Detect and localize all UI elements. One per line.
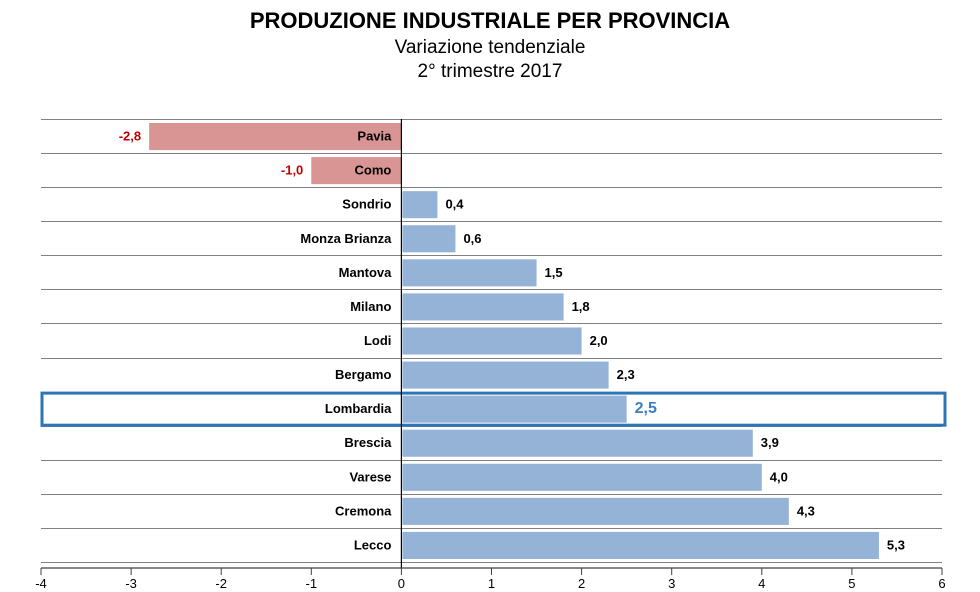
x-tick-label: 0 — [398, 576, 405, 591]
chart-title: PRODUZIONE INDUSTRIALE PER PROVINCIA — [249, 8, 731, 33]
category-label: Bergamo — [335, 367, 391, 382]
x-tick-label: 5 — [848, 576, 855, 591]
category-label: Lecco — [354, 537, 392, 552]
value-label: 1,8 — [572, 299, 590, 314]
category-label: Sondrio — [342, 197, 391, 212]
category-label: Lombardia — [325, 401, 392, 416]
category-label: Varese — [349, 469, 391, 484]
category-label: Brescia — [344, 435, 392, 450]
bar — [149, 123, 402, 151]
bar — [402, 293, 564, 321]
value-label: 4,0 — [770, 469, 788, 484]
x-tick-label: 3 — [668, 576, 675, 591]
value-label: 1,5 — [545, 265, 563, 280]
category-label: Monza Brianza — [300, 231, 392, 246]
category-label: Mantova — [339, 265, 393, 280]
category-label: Cremona — [335, 503, 392, 518]
x-tick-label: -4 — [35, 576, 47, 591]
bar — [402, 327, 582, 355]
value-label: 3,9 — [761, 435, 779, 450]
bar — [402, 531, 879, 559]
x-tick-label: 4 — [758, 576, 765, 591]
value-label: 0,6 — [463, 231, 481, 246]
bar — [402, 259, 537, 287]
x-tick-label: 6 — [938, 576, 945, 591]
category-label: Pavia — [357, 129, 392, 144]
category-label: Como — [355, 163, 392, 178]
value-label: -1,0 — [281, 163, 303, 178]
x-tick-label: -1 — [306, 576, 318, 591]
bar — [402, 429, 753, 457]
value-label: -2,8 — [119, 129, 141, 144]
bar — [402, 463, 762, 491]
bar — [402, 497, 789, 525]
value-label: 2,5 — [635, 400, 657, 417]
x-tick-label: -3 — [125, 576, 137, 591]
value-label: 5,3 — [887, 537, 905, 552]
bar — [402, 191, 438, 219]
category-label: Lodi — [364, 333, 391, 348]
bar — [402, 395, 627, 423]
x-tick-label: -2 — [215, 576, 227, 591]
x-tick-label: 1 — [488, 576, 495, 591]
value-label: 2,3 — [617, 367, 635, 382]
bar — [311, 157, 402, 185]
value-label: 0,4 — [445, 197, 464, 212]
value-label: 4,3 — [797, 503, 815, 518]
highlight-box — [40, 391, 947, 427]
x-tick-label: 2 — [578, 576, 585, 591]
bar — [402, 225, 456, 253]
bar — [402, 361, 609, 389]
value-label: 2,0 — [590, 333, 608, 348]
category-label: Milano — [350, 299, 391, 314]
chart-subtitle: Variazione tendenziale — [394, 37, 586, 58]
chart-period: 2° trimestre 2017 — [417, 61, 563, 82]
